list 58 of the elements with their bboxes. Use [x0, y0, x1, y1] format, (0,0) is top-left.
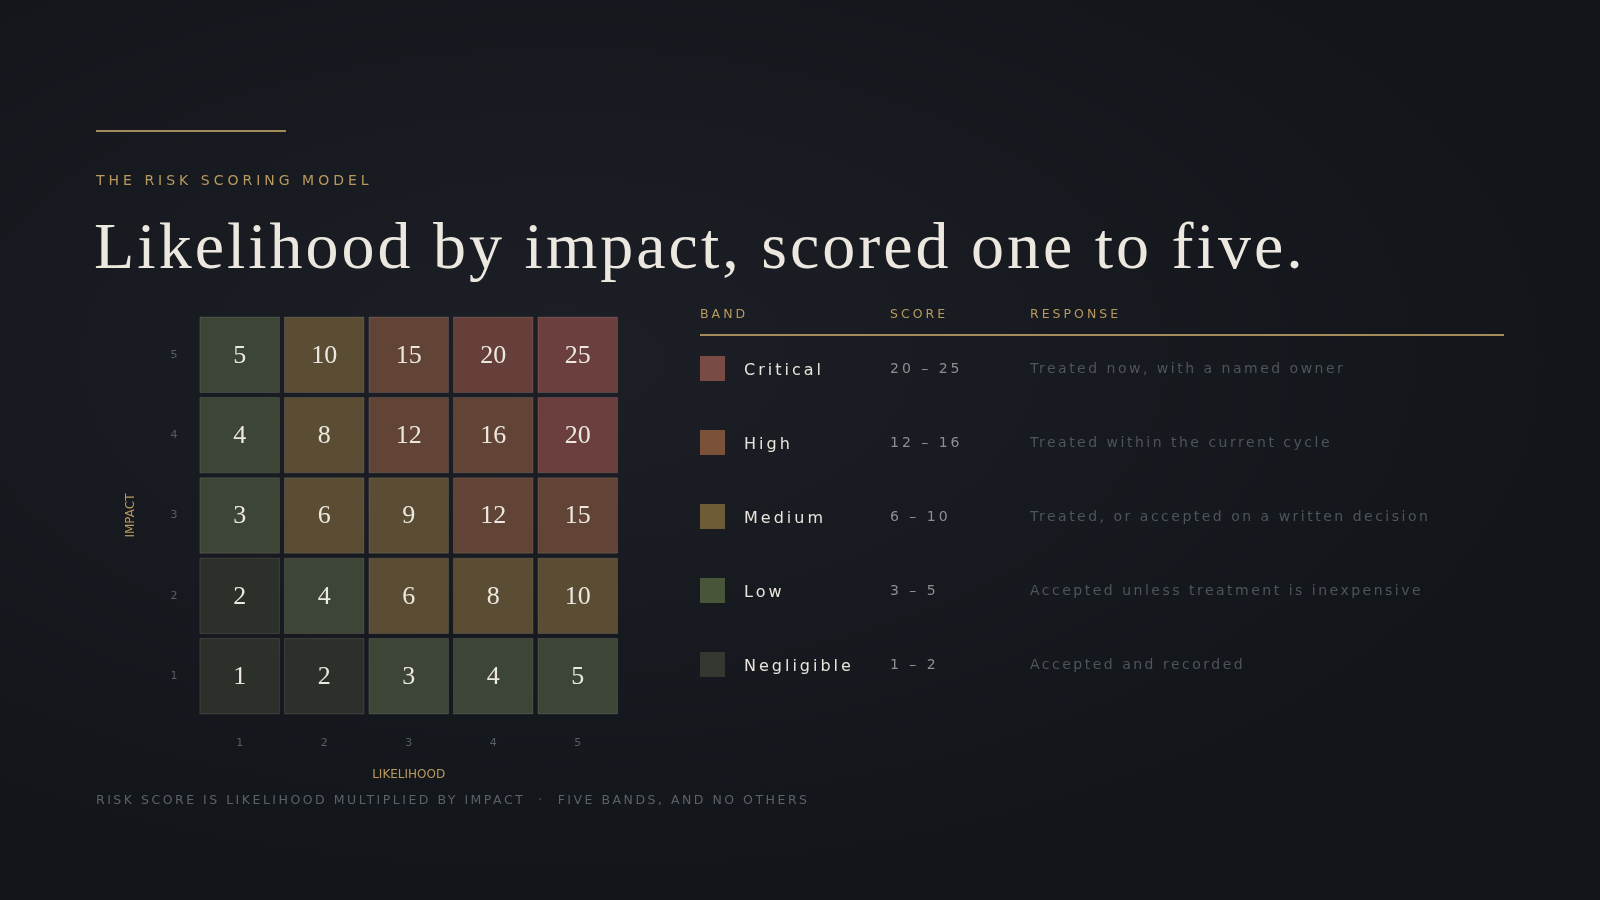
text: 6 – 10: [890, 508, 951, 524]
chart-subtitle: THE RISK SCORING MODEL: [96, 172, 373, 188]
data-label: 20: [564, 419, 591, 449]
text: RISK SCORE IS LIKELIHOOD MULTIPLIED BY IMPACT · FIVE BANDS, AND NO OTHERS: [96, 792, 810, 807]
y-tick-label: 4: [170, 428, 178, 441]
category-label: SCORE: [890, 306, 949, 321]
data-label: 15: [395, 339, 422, 369]
text: Accepted and recorded: [1030, 656, 1246, 672]
x-tick-label: 2: [320, 735, 328, 749]
text: Treated within the current cycle: [1030, 434, 1333, 450]
text: Treated now, with a named owner: [1030, 360, 1346, 376]
data-label: 3: [233, 500, 247, 530]
text: 12 – 16: [890, 434, 963, 450]
y-axis-title: IMPACT: [123, 492, 138, 538]
data-label: 6: [317, 500, 331, 530]
y-tick-label: 2: [170, 588, 178, 602]
x-tick-label: 4: [489, 735, 497, 749]
data-label: 8: [317, 419, 331, 449]
text: High: [744, 434, 793, 453]
chart-title: Likelihood by impact, scored one to five.: [94, 208, 1306, 284]
x-axis-title: LIKELIHOOD: [372, 766, 446, 781]
x-tick-label: 3: [405, 735, 413, 749]
data-label: 5: [233, 339, 247, 369]
data-label: 2: [317, 661, 331, 691]
x-tick-label: 5: [574, 735, 582, 749]
data-label: 10: [564, 580, 591, 610]
text: 1 – 2: [890, 656, 939, 672]
text: 3 – 5: [890, 582, 939, 598]
data-label: 20: [480, 339, 507, 369]
text: Medium: [744, 508, 826, 527]
text: Treated, or accepted on a written decision: [1030, 508, 1431, 524]
data-label: 10: [311, 339, 338, 369]
data-label: 9: [402, 500, 416, 530]
data-label: 16: [480, 419, 507, 449]
data-label: 3: [402, 661, 416, 691]
data-label: 12: [480, 500, 507, 530]
data-label: 2: [233, 580, 247, 610]
data-label: 15: [564, 500, 591, 530]
text: Negligible: [744, 656, 854, 675]
y-tick-label: 3: [170, 508, 178, 522]
data-label: 4: [317, 580, 331, 610]
data-label: 4: [486, 661, 500, 691]
data-label: 4: [233, 419, 247, 449]
text: Critical: [744, 360, 824, 379]
data-label: 8: [486, 580, 500, 610]
data-label: 1: [233, 661, 247, 691]
data-label: 25: [564, 339, 591, 369]
text: Accepted unless treatment is inexpensive: [1030, 582, 1424, 598]
text: 20 – 25: [890, 360, 963, 376]
x-tick-label: 1: [236, 735, 244, 749]
category-label: RESPONSE: [1030, 306, 1122, 321]
category-label: BAND: [700, 306, 749, 321]
data-label: 5: [571, 661, 585, 691]
data-label: 6: [402, 580, 416, 610]
y-tick-label: 1: [170, 669, 178, 683]
text: Low: [744, 582, 785, 601]
data-label: 12: [395, 419, 422, 449]
y-tick-label: 5: [170, 347, 178, 361]
